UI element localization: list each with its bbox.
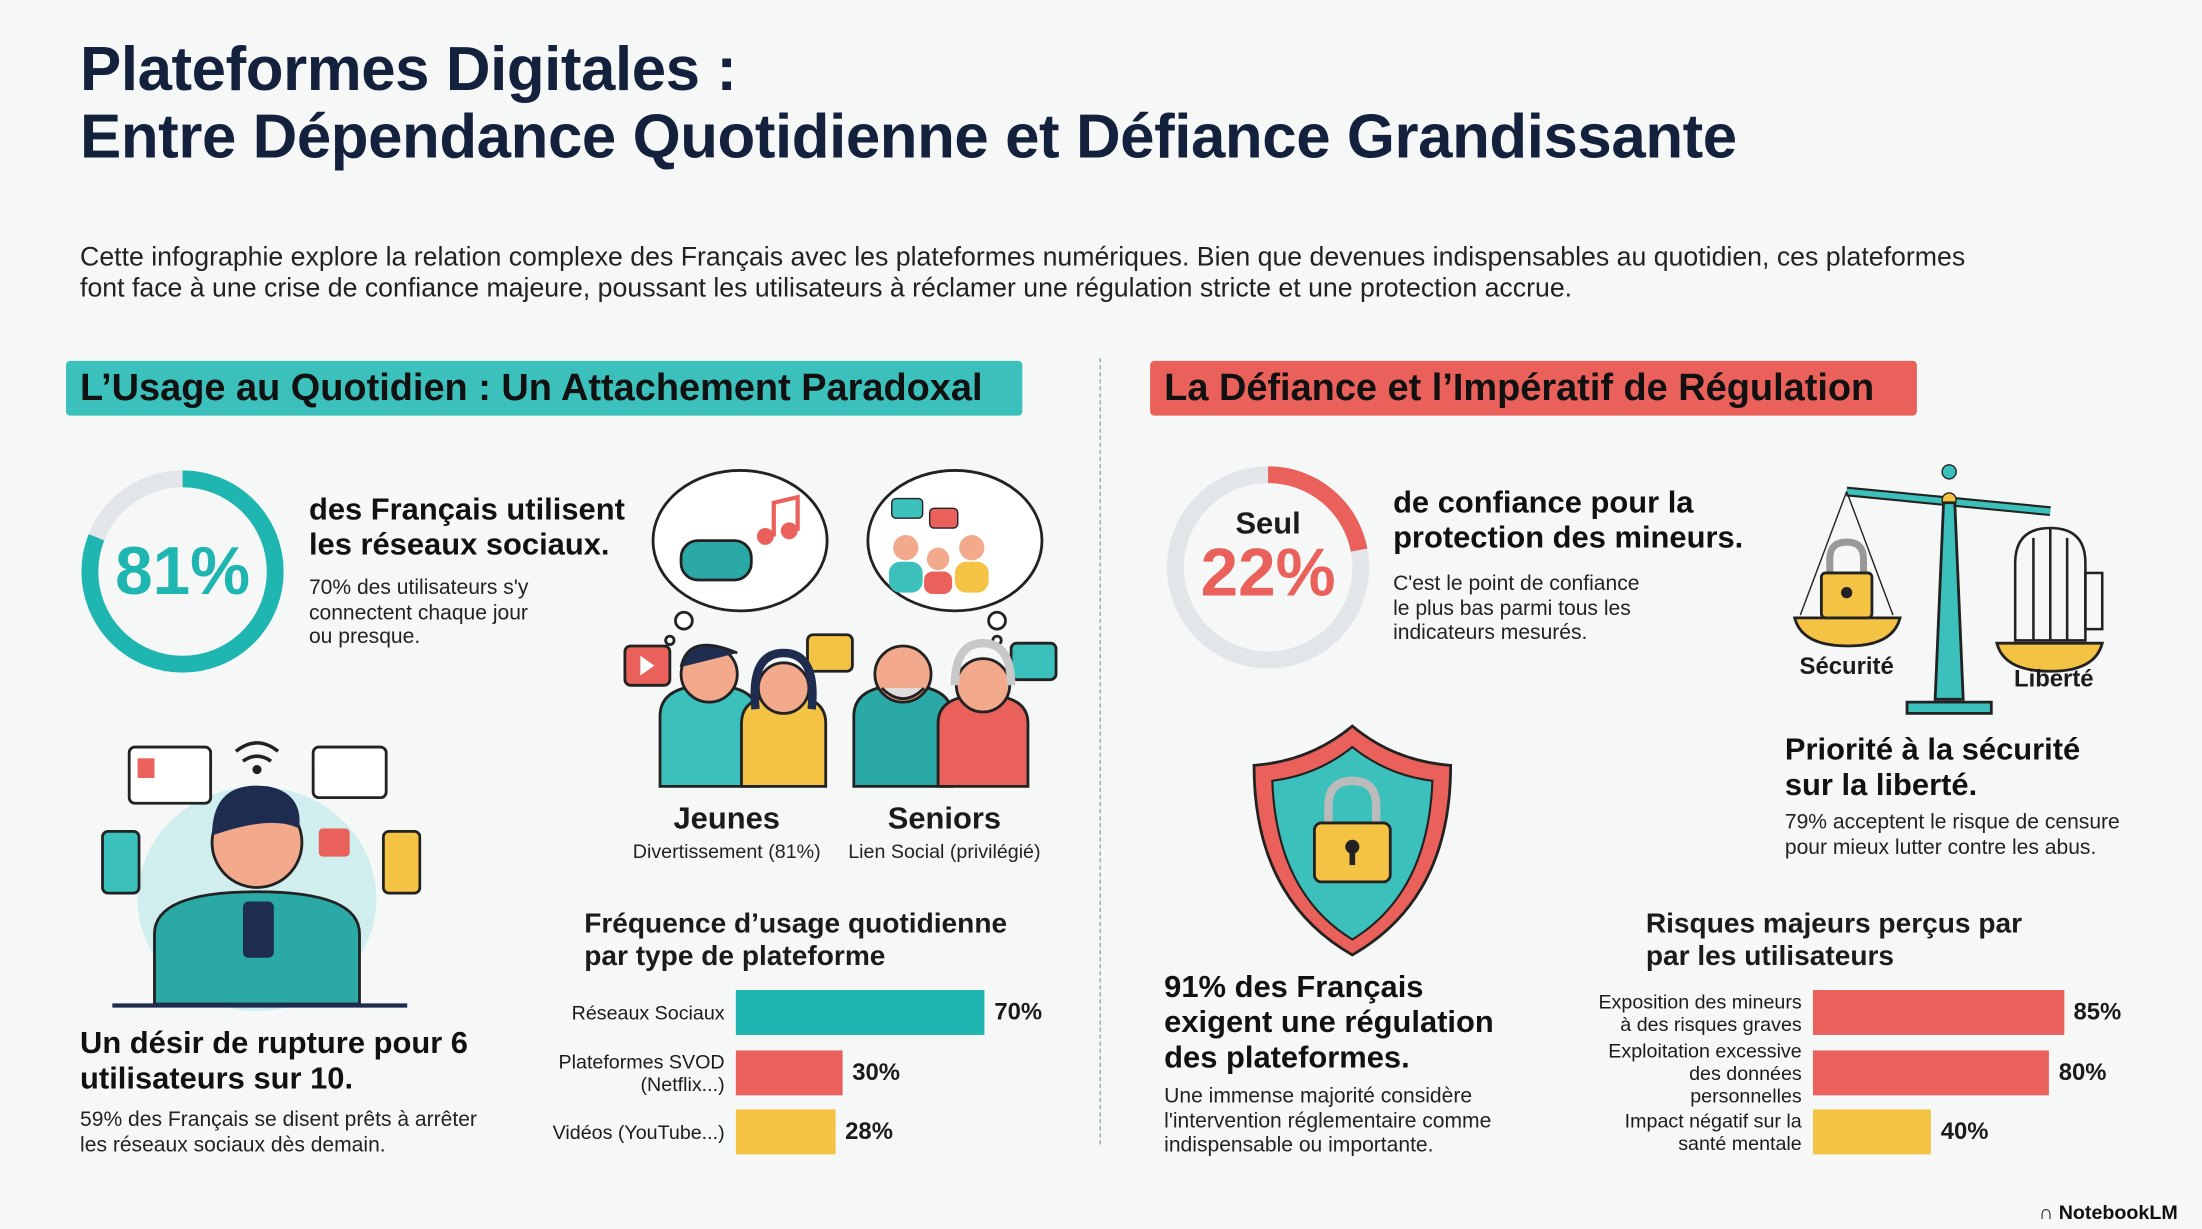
notebooklm-logo: ∩ NotebookLM — [2039, 1201, 2178, 1223]
title-line-1: Plateformes Digitales : — [80, 35, 737, 104]
rupture-detail: 59% des Français se disent prêts à arrêt… — [80, 1107, 477, 1157]
scale-label-securite: Sécurité — [1799, 652, 1894, 680]
bar — [1812, 1050, 2049, 1096]
bar-label: Plateformes SVOD (Netflix...) — [558, 1050, 725, 1096]
phone-icon — [242, 901, 274, 958]
camera-icon — [318, 828, 350, 857]
music-note-icon — [756, 494, 800, 545]
priority-detail: 79% acceptent le risque de censure pour … — [1784, 810, 2120, 859]
donut-fill — [81, 470, 284, 673]
wifi-icon — [234, 741, 280, 775]
bar-value: 28% — [845, 1117, 893, 1145]
section-divider — [1099, 358, 1101, 1145]
senior-people-icon — [852, 638, 1030, 788]
chat-bubble-icon — [806, 633, 1058, 682]
bar — [735, 990, 985, 1035]
news-bubble-icon — [127, 745, 213, 805]
balance-scale-illustration — [1792, 464, 2105, 715]
birdcage-icon — [2013, 526, 2104, 642]
bar-label: Exposition des mineurs à des risques gra… — [1598, 990, 1802, 1035]
regulation-detail: Une immense majorité considère l'interve… — [1164, 1084, 1492, 1158]
bar-value: 70% — [994, 998, 1043, 1026]
bar-label: Vidéos (YouTube...) — [552, 1120, 725, 1144]
group-jeunes: Jeunes Divertissement (81%) — [618, 800, 836, 864]
bar-value: 40% — [1940, 1117, 1989, 1145]
group-detail: Divertissement (81%) — [632, 839, 821, 863]
bar-label: Réseaux Sociaux — [571, 1001, 725, 1024]
group-seniors: Seniors Lien Social (privilégié) — [836, 800, 1054, 864]
group-name: Jeunes — [673, 800, 780, 836]
stat-value: 22% — [1200, 536, 1336, 611]
bar — [735, 1109, 836, 1155]
stat-detail: 70% des utilisateurs s'y connectent chaq… — [308, 575, 529, 649]
stat-value: 81% — [115, 535, 251, 610]
stat-headline: des Français utilisent les réseaux socia… — [308, 491, 625, 562]
stat-detail: C'est le point de confiance le plus bas … — [1393, 571, 1640, 645]
priority-headline: Priorité à la sécurité sur la liberté. — [1784, 731, 2081, 802]
scale-label-liberte: Liberté — [2013, 665, 2094, 693]
donut-fill — [1166, 466, 1370, 669]
people-illustration — [623, 469, 1058, 788]
young-people-icon — [658, 643, 828, 788]
stat-prefix: Seul — [1235, 505, 1301, 541]
bar — [735, 1050, 843, 1096]
regulation-headline: 91% des Français exigent une régulation … — [1164, 968, 1494, 1075]
bar-value: 85% — [2073, 998, 2122, 1026]
bar-label: Impact négatif sur la santé mentale — [1624, 1109, 1802, 1155]
donut-22 — [1166, 466, 1370, 669]
intro-text: Cette infographie explore la relation co… — [80, 242, 1966, 304]
bar — [1812, 1109, 1931, 1155]
rupture-headline: Un désir de rupture pour 6 utilisateurs … — [80, 1025, 469, 1096]
phone-icon — [101, 829, 141, 895]
bar — [1812, 990, 2064, 1035]
brand-name: NotebookLM — [2058, 1200, 2178, 1224]
section-header-defiance: La Défiance et l’Impératif de Régulation — [1150, 360, 1917, 416]
chat-bubble-icon — [311, 745, 388, 800]
chart-risks-title: Risques majeurs perçus par par les utili… — [1645, 908, 2023, 972]
stat-headline: de confiance pour la protection des mine… — [1393, 484, 1744, 555]
bar-value: 30% — [852, 1058, 901, 1086]
phone-user-illustration — [101, 741, 422, 1012]
video-play-icon — [623, 644, 672, 687]
group-name: Seniors — [887, 800, 1002, 836]
shield-lock-icon — [1252, 724, 1453, 957]
chart-usage-title: Fréquence d’usage quotidienne par type d… — [584, 908, 1008, 972]
gamepad-icon — [679, 539, 753, 582]
bar-label: Exploitation excessive des données perso… — [1608, 1039, 1802, 1107]
donut-81 — [81, 470, 284, 673]
title-line-2: Entre Dépendance Quotidienne et Défiance… — [80, 102, 1737, 172]
family-icon — [888, 497, 989, 595]
section-header-usage: L’Usage au Quotidien : Un Attachement Pa… — [66, 360, 1023, 416]
phone-icon — [381, 829, 422, 895]
notebooklm-icon: ∩ — [2039, 1200, 2059, 1224]
padlock-icon — [1819, 538, 1874, 620]
bar-value: 80% — [2058, 1058, 2107, 1086]
group-detail: Lien Social (privilégié) — [848, 839, 1041, 863]
page-title: Plateformes Digitales : Entre Dépendance… — [80, 35, 1737, 172]
